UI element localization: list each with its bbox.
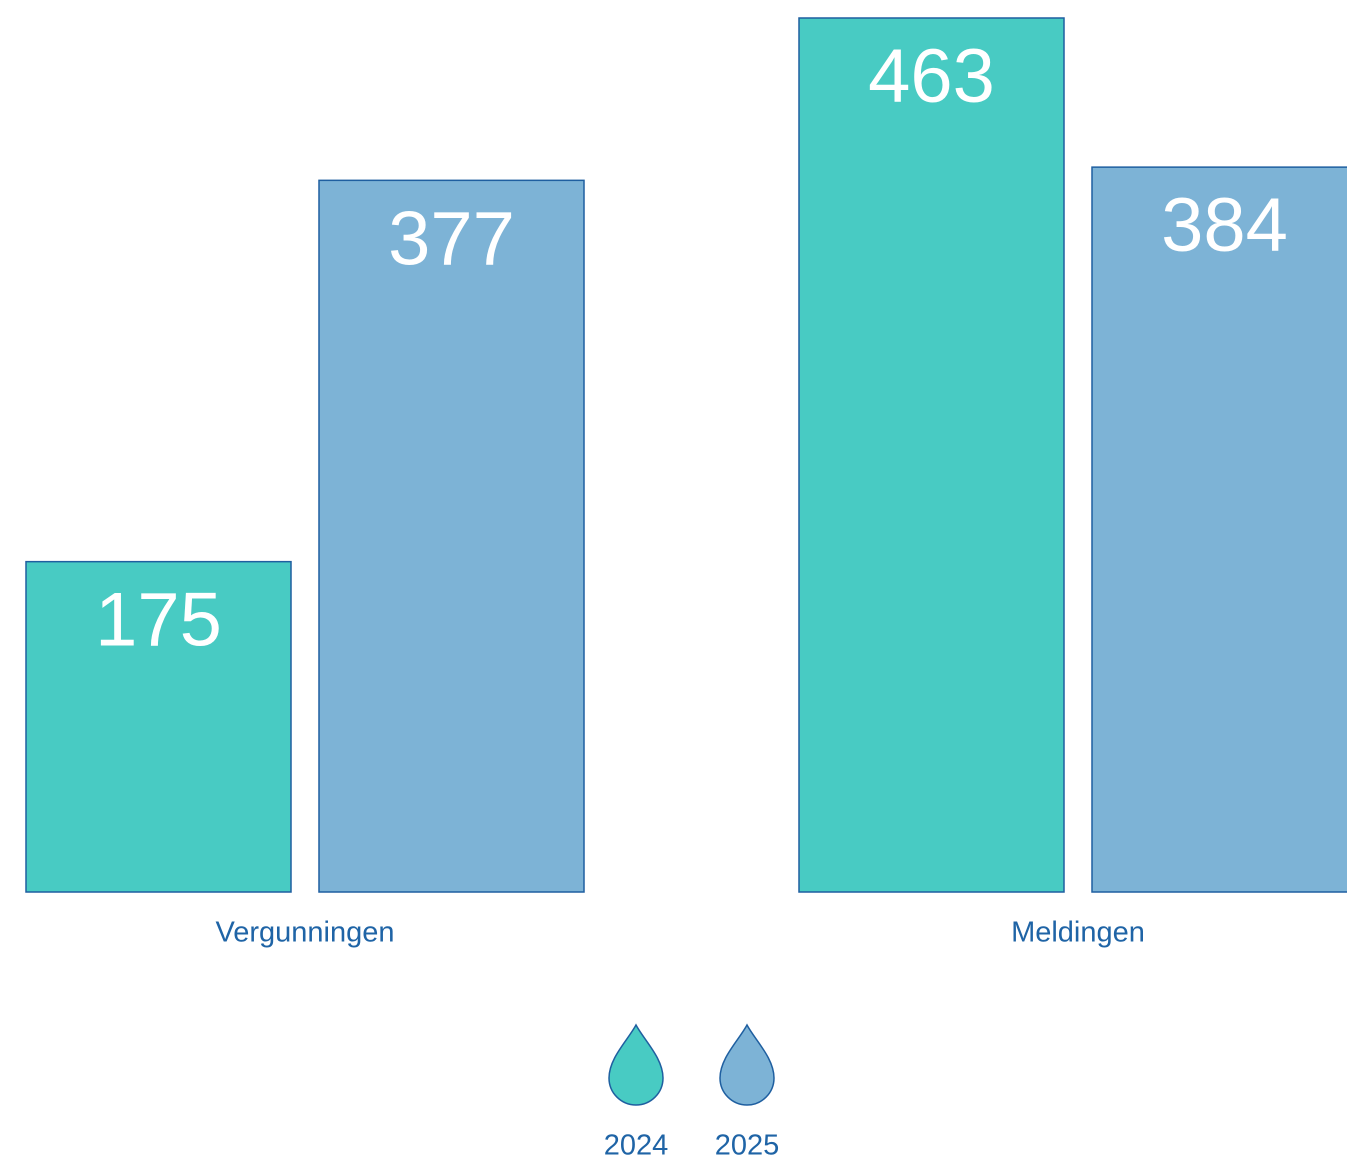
category-label: Vergunningen: [216, 917, 395, 949]
category-label: Meldingen: [1011, 917, 1145, 949]
value-label: 175: [95, 578, 222, 663]
legend-label: 2024: [604, 1130, 669, 1162]
bar: [25, 560, 292, 893]
bar: [798, 17, 1065, 893]
legend-label: 2025: [715, 1130, 780, 1162]
value-label: 377: [388, 196, 515, 281]
value-label: 463: [868, 34, 995, 119]
legend-marker: [608, 1023, 664, 1106]
legend-marker: [719, 1023, 775, 1106]
bar: [318, 179, 585, 893]
value-label: 384: [1161, 183, 1288, 268]
bar: [1091, 166, 1347, 893]
